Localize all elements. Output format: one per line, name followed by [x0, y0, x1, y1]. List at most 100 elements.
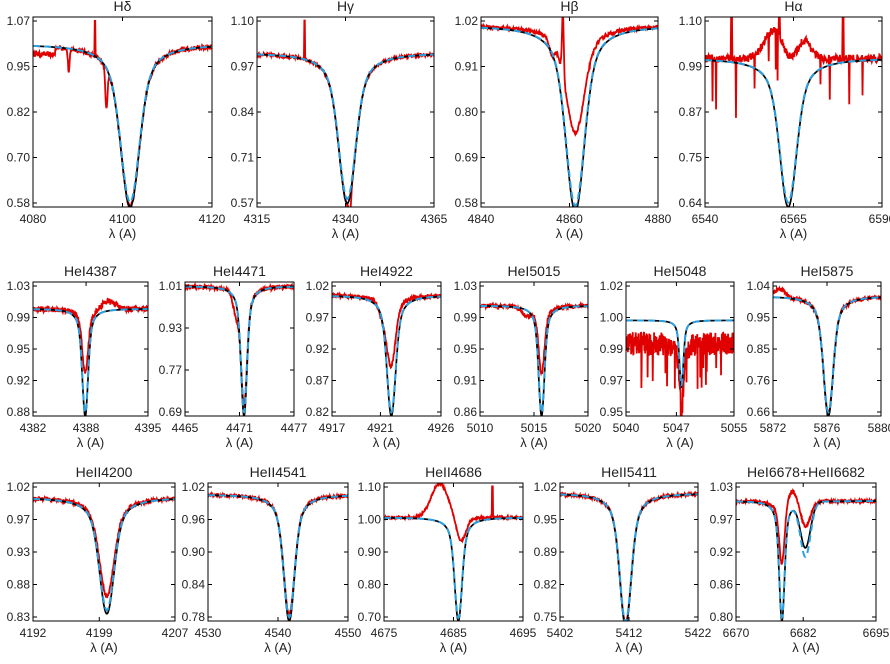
series-model-black-line: [736, 500, 876, 621]
x-axis-label: λ (A): [77, 435, 104, 450]
panel-title: Hγ: [337, 0, 354, 14]
x-tick-label: 4315: [244, 212, 271, 226]
x-tick-label: 5422: [685, 626, 712, 640]
panel-title: HeI6678+HeII6682: [747, 464, 865, 480]
y-tick-label: 0.97: [600, 374, 624, 388]
x-tick-label: 5015: [521, 421, 548, 435]
y-tick-label: 0.92: [306, 342, 330, 356]
y-tick-label: 1.10: [679, 14, 703, 28]
y-tick-label: 1.02: [182, 480, 206, 494]
series-model-black-line: [560, 493, 698, 621]
x-tick-label: 6590: [869, 212, 890, 226]
y-tick-label: 0.58: [7, 196, 31, 210]
x-tick-label: 5047: [663, 421, 690, 435]
y-tick-label: 0.90: [358, 545, 382, 559]
panel-11: HeII4200 1.02 0.97 0.93 0.88 0.83 4192 4199 4207…: [7, 464, 189, 655]
panel-6: HeI4471 1.01 0.93 0.77 0.69 4465 4471 4477 λ (A): [159, 263, 308, 450]
series-model-black-line: [257, 53, 434, 205]
y-tick-label: 1.10: [358, 480, 382, 494]
x-axis-label: λ (A): [780, 226, 807, 241]
y-tick-label: 0.64: [679, 196, 703, 210]
y-tick-label: 1.03: [454, 279, 478, 293]
series-model-black-line: [773, 296, 881, 416]
series-obs-line: [332, 290, 441, 370]
series-obs-line: [773, 285, 881, 416]
series-obs-line: [481, 17, 658, 137]
y-tick-label: 0.87: [679, 105, 703, 119]
y-tick-label: 0.77: [159, 363, 183, 377]
x-tick-label: 4207: [162, 626, 189, 640]
series-model-blue-line: [705, 58, 882, 204]
x-tick-label: 5876: [814, 421, 841, 435]
series-model-blue-line: [185, 285, 294, 414]
plot-frame: [772, 281, 882, 417]
y-tick-label: 0.99: [600, 342, 624, 356]
y-tick-label: 0.75: [679, 151, 703, 165]
y-tick-label: 0.92: [7, 374, 31, 388]
plot-frame: [383, 482, 524, 622]
y-tick-label: 0.71: [231, 151, 255, 165]
x-tick-label: 4199: [86, 626, 113, 640]
series-obs-line: [33, 494, 175, 599]
x-axis-label: λ (A): [440, 640, 467, 655]
y-tick-label: 0.99: [7, 311, 31, 325]
x-tick-label: 4340: [332, 212, 359, 226]
series-model-blue-line: [736, 500, 876, 620]
panel-12: HeII4541 1.02 0.96 0.90 0.84 0.78 4530 4540 4550…: [182, 464, 362, 655]
x-tick-label: 6565: [780, 212, 807, 226]
series-model-blue-line: [384, 516, 523, 620]
x-tick-label: 4926: [428, 421, 455, 435]
y-tick-label: 1.02: [306, 279, 330, 293]
series-obs-line: [384, 483, 523, 544]
y-tick-label: 0.95: [7, 342, 31, 356]
x-tick-label: 5010: [467, 421, 494, 435]
x-tick-label: 5412: [616, 626, 643, 640]
y-tick-label: 0.83: [7, 610, 31, 624]
y-tick-label: 1.02: [600, 279, 624, 293]
series-model-blue-line: [481, 26, 658, 207]
x-tick-label: 4860: [556, 212, 583, 226]
x-axis-label: λ (A): [226, 435, 253, 450]
panel-7: HeI4922 1.02 0.97 0.92 0.87 0.82 4917 4921 4926 λ…: [306, 263, 455, 450]
series-model-blue-line: [480, 304, 588, 415]
x-tick-label: 4530: [195, 626, 222, 640]
x-tick-label: 4388: [73, 421, 100, 435]
x-tick-label: 6670: [723, 626, 750, 640]
panel-8: HeI5015 1.03 0.99 0.95 0.91 0.86 5010 5015 5020 λ…: [454, 263, 602, 450]
y-tick-label: 0.97: [306, 311, 330, 325]
y-tick-label: 0.89: [534, 545, 558, 559]
x-tick-label: 5872: [760, 421, 787, 435]
panel-title: HeII5411: [601, 464, 657, 480]
panel-2: Hγ 1.10 0.97 0.84 0.71 0.57 4315 4340 4365 λ (A): [231, 0, 448, 241]
y-tick-label: 1.10: [231, 14, 255, 28]
y-tick-label: 1.00: [600, 311, 624, 325]
panel-9: HeI5048 1.02 1.00 0.99 0.97 0.95 5040 5047 5055 λ…: [600, 263, 748, 450]
series-model-black-line: [384, 516, 523, 621]
x-axis-label: λ (A): [264, 640, 291, 655]
y-tick-label: 0.95: [454, 342, 478, 356]
panel-4: Hα 1.10 0.99 0.87 0.75 0.64 6540 6565 6590 λ (A): [679, 0, 890, 241]
series-model-black-line: [185, 285, 294, 416]
x-tick-label: 4921: [367, 421, 394, 435]
plot-frame: [256, 16, 435, 208]
x-axis-label: λ (A): [373, 435, 400, 450]
x-tick-label: 4395: [135, 421, 162, 435]
series-obs-line: [480, 300, 588, 377]
y-tick-label: 0.70: [358, 610, 382, 624]
panel-title: HeII4686: [425, 464, 482, 480]
panel-title: Hδ: [114, 0, 132, 14]
x-axis-label: λ (A): [813, 435, 840, 450]
x-axis-label: λ (A): [666, 435, 693, 450]
y-tick-label: 0.91: [455, 60, 479, 74]
y-tick-label: 1.03: [710, 480, 734, 494]
y-tick-label: 0.80: [358, 578, 382, 592]
x-tick-label: 6540: [692, 212, 719, 226]
x-tick-label: 4685: [440, 626, 467, 640]
x-tick-label: 4382: [20, 421, 47, 435]
panel-13: HeII4686 1.10 1.00 0.90 0.80 0.70 4675 4685 4695…: [358, 464, 537, 655]
y-tick-label: 0.88: [7, 578, 31, 592]
series-model-blue-line: [33, 308, 148, 414]
y-tick-label: 0.92: [710, 545, 734, 559]
x-axis-label: λ (A): [556, 226, 583, 241]
x-tick-label: 4550: [335, 626, 362, 640]
